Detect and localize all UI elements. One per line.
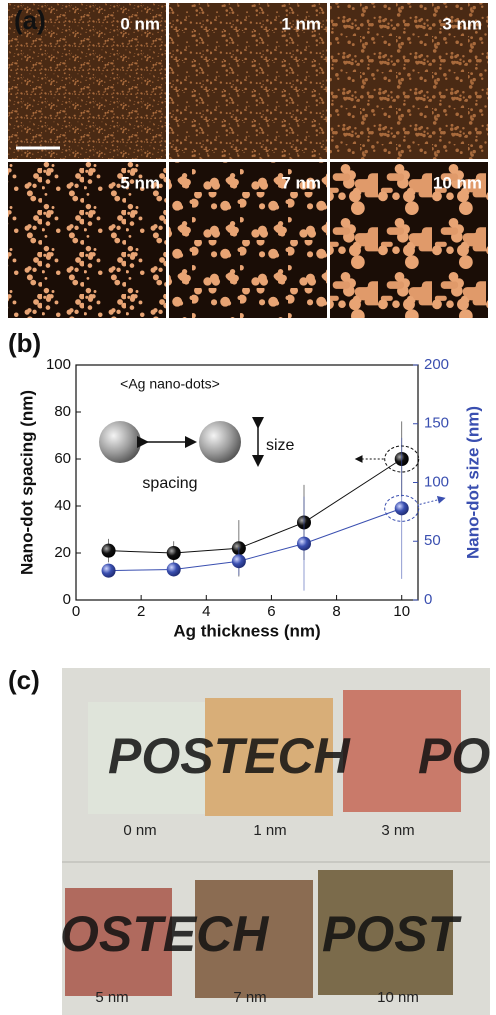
sample-label: 0 nm: [123, 822, 156, 839]
data-point: [297, 537, 311, 551]
data-point: [102, 544, 116, 558]
y2-tick-label: 150: [424, 415, 449, 432]
series-line: [109, 459, 402, 553]
sem-label: 5 nm: [120, 173, 160, 192]
x-tick-label: 8: [332, 603, 340, 620]
y-tick-label: 20: [54, 544, 71, 561]
annotation: spacing: [142, 475, 197, 492]
photo-text: PO: [418, 728, 490, 784]
series-line: [109, 508, 402, 570]
y-tick-label: 40: [54, 497, 71, 514]
y-tick-label: 80: [54, 403, 71, 420]
annotation: size: [266, 437, 295, 454]
sem-label: 1 nm: [281, 14, 321, 33]
x-tick-label: 6: [267, 603, 275, 620]
y-tick-label: 60: [54, 450, 71, 467]
x-axis-title: Ag thickness (nm): [173, 621, 320, 640]
y2-tick-label: 0: [424, 591, 432, 608]
data-point: [102, 564, 116, 578]
sample-label: 5 nm: [95, 989, 128, 1006]
data-point: [167, 546, 181, 560]
sem-label: 10 nm: [433, 173, 482, 192]
panel-label: (a): [14, 5, 46, 35]
illustration-sphere: [99, 421, 141, 463]
x-tick-label: 0: [72, 603, 80, 620]
sample-label: 1 nm: [253, 822, 286, 839]
y2-tick-label: 50: [424, 532, 441, 549]
photo-text: POSTECH: [108, 728, 351, 784]
panel-label: (b): [8, 328, 41, 358]
photo-text: POST: [322, 906, 463, 962]
y2-tick-label: 200: [424, 356, 449, 373]
annotation: <Ag nano-dots>: [120, 376, 220, 392]
sem-images: 0 nm 1 nm 3 nm 5 nm 7 nm 10 nm: [8, 3, 488, 318]
sample-label: 3 nm: [381, 822, 414, 839]
sem-label: 3 nm: [442, 14, 482, 33]
y2-tick-label: 100: [424, 473, 449, 490]
data-point: [232, 554, 246, 568]
illustration-sphere: [199, 421, 241, 463]
x-tick-label: 2: [137, 603, 145, 620]
data-point: [395, 501, 409, 515]
y-tick-label: 100: [46, 356, 71, 373]
sample-label: 7 nm: [233, 989, 266, 1006]
y-tick-label: 0: [63, 591, 71, 608]
x-tick-label: 4: [202, 603, 210, 620]
axis-arrow: [420, 498, 444, 504]
sample-label: 10 nm: [377, 989, 419, 1006]
y2-axis-title: Nano-dot size (nm): [463, 406, 482, 559]
photo-text: OSTECH: [60, 906, 269, 962]
x-tick-label: 10: [393, 603, 410, 620]
plot-frame: [76, 365, 418, 600]
sem-label: 7 nm: [281, 173, 321, 192]
y-axis-title: Nano-dot spacing (nm): [17, 390, 36, 575]
sem-label: 0 nm: [120, 14, 160, 33]
figure: 0 nm 1 nm 3 nm 5 nm 7 nm 10 nm (a) (b) 0 2 4 6 8 1…: [0, 0, 496, 1015]
panel-label: (c): [8, 665, 40, 695]
data-point: [167, 562, 181, 576]
